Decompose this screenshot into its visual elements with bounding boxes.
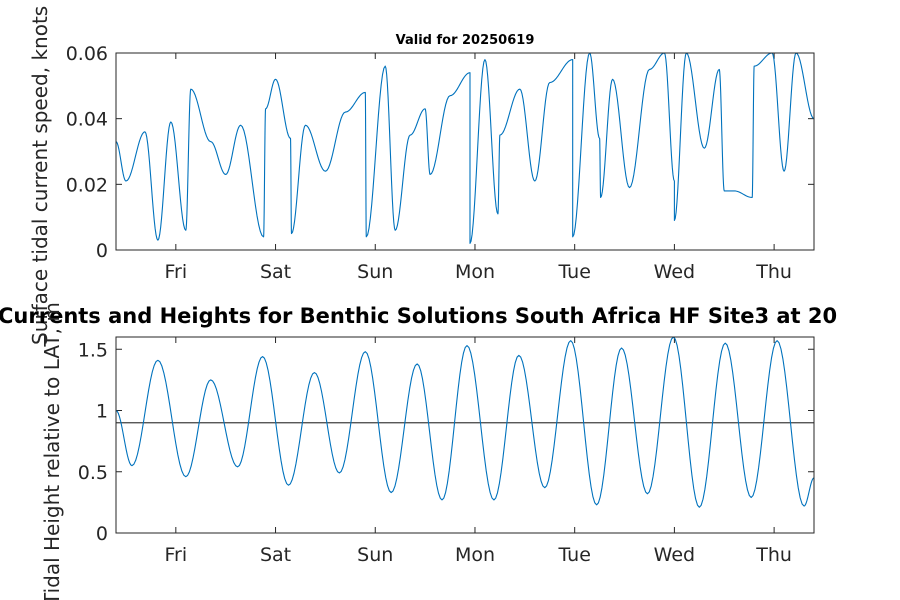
tidal-height-x-tick-label: Tue <box>557 544 590 566</box>
tidal-height-plot-frame <box>115 336 815 534</box>
current-speed-x-tick-label: Thu <box>755 261 792 283</box>
tidal-height-plot: 0 0.5 1 1.5 Fri Sat Sun Mon Tue Wed Thu Currents … <box>0 302 837 600</box>
tidal-height-y-tick-label: 0.5 <box>78 462 108 484</box>
current-speed-plot-area <box>116 53 814 250</box>
current-speed-plot: 0 0.02 0.04 0.06 Fri Sat Sun Mon Tue Wed Thu Vali… <box>28 6 815 345</box>
current-speed-x-tick-label: Mon <box>455 261 495 283</box>
tidal-height-series <box>116 337 814 508</box>
current-speed-x-tick-label: Sun <box>357 261 393 283</box>
current-speed-x-tick-labels: Fri Sat Sun Mon Tue Wed Thu <box>165 261 792 283</box>
tidal-height-x-tick-label: Sat <box>260 544 291 566</box>
current-speed-y-tick-label: 0.02 <box>66 174 108 196</box>
tidal-height-x-tick-label: Sun <box>357 544 393 566</box>
tidal-height-y-axis-label: Tidal Height relative to LAT, m <box>40 302 64 600</box>
tidal-height-x-tick-label: Thu <box>755 544 792 566</box>
tidal-height-series-line <box>116 337 814 508</box>
current-speed-series <box>116 53 814 244</box>
current-speed-plot-frame <box>115 52 815 251</box>
tidal-height-x-tick-label: Mon <box>455 544 495 566</box>
tidal-height-y-tick-labels: 0 0.5 1 1.5 <box>78 339 108 545</box>
tidal-height-plot-area <box>116 337 814 533</box>
current-speed-x-tick-label: Wed <box>654 261 695 283</box>
current-speed-y-tick-label: 0 <box>96 240 108 262</box>
tidal-height-y-tick-label: 1 <box>96 401 108 423</box>
tidal-height-y-tick-label: 0 <box>96 523 108 545</box>
tidal-height-x-tick-label: Fri <box>165 544 188 566</box>
current-speed-x-tick-label: Tue <box>557 261 590 283</box>
current-speed-x-tick-label: Fri <box>165 261 188 283</box>
current-speed-y-tick-label: 0.04 <box>66 109 108 131</box>
current-speed-series-line <box>116 53 814 244</box>
current-speed-y-tick-label: 0.06 <box>66 43 108 65</box>
current-speed-x-tick-label: Sat <box>260 261 291 283</box>
figure-title: Currents and Heights for Benthic Solutio… <box>0 304 837 328</box>
current-speed-y-tick-labels: 0 0.02 0.04 0.06 <box>66 43 108 262</box>
current-speed-title: Valid for 20250619 <box>396 33 535 48</box>
current-speed-y-axis-label: Surface tidal current speed, knots <box>28 6 52 345</box>
tidal-height-x-tick-labels: Fri Sat Sun Mon Tue Wed Thu <box>165 544 792 566</box>
tidal-height-x-tick-label: Wed <box>654 544 695 566</box>
tidal-height-y-tick-label: 1.5 <box>78 339 108 361</box>
